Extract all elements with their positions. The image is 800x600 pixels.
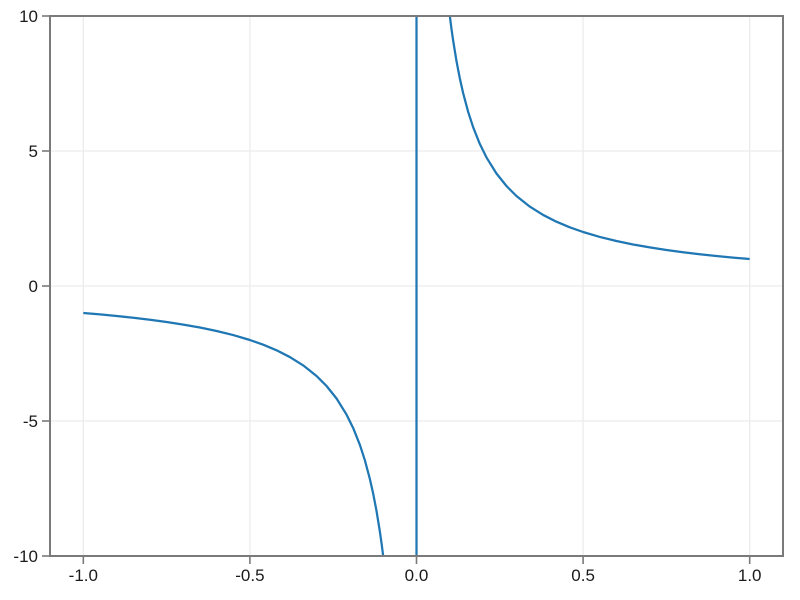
x-tick-label: 1.0 [738,566,762,585]
x-tick-label: -1.0 [69,566,98,585]
y-tick-label: 5 [29,142,38,161]
y-tick-label: 0 [29,277,38,296]
x-tick-label: 0.0 [405,566,429,585]
plot-frame [49,15,784,557]
x-tick-label: 0.5 [571,566,595,585]
y-tick-label: 10 [19,7,38,26]
y-tick-label: -10 [13,547,38,566]
x-tick-label: -0.5 [235,566,264,585]
y-tick-label: -5 [23,412,38,431]
plot-curve [83,16,750,556]
